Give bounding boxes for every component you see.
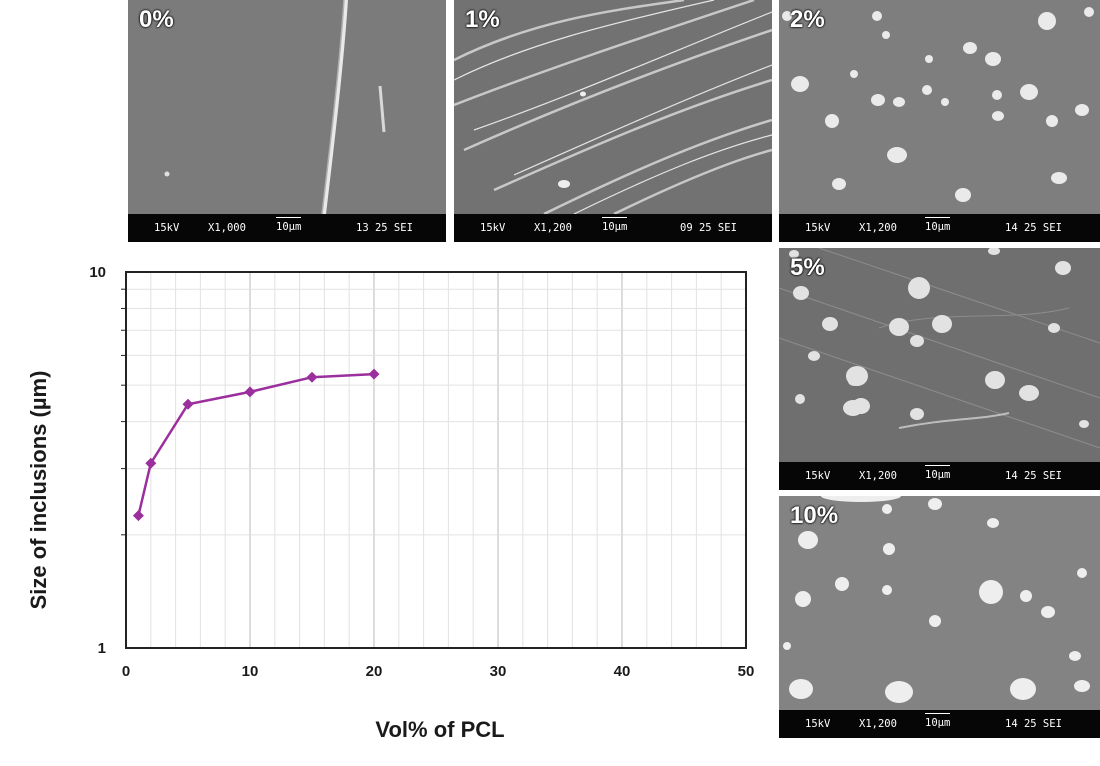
data-point-marker <box>306 371 318 383</box>
gridlines <box>121 272 747 648</box>
y-tick-label: 1 <box>98 640 106 657</box>
image-code-text: 14 25 SEI <box>1005 222 1062 234</box>
sem-image-5-percent: 5% 15kV X1,200 10µm 14 25 SEI <box>779 248 1100 490</box>
micrograph-label: 5% <box>790 254 825 281</box>
x-tick-label: 10 <box>242 663 259 680</box>
x-tick-label: 50 <box>738 663 755 680</box>
micrograph-label: 10% <box>790 502 839 529</box>
series-line <box>137 372 375 516</box>
data-point-marker <box>132 510 144 522</box>
sem-image-10-percent: 10% 15kV X1,200 10µm 14 25 SEI <box>779 496 1100 738</box>
x-tick-label: 30 <box>490 663 507 680</box>
image-code-text: 14 25 SEI <box>1005 718 1062 730</box>
image-code-text: 14 25 SEI <box>1005 470 1062 482</box>
magnification-text: X1,200 <box>534 222 572 234</box>
micrograph-texture <box>128 0 446 214</box>
data-point-marker <box>244 386 256 398</box>
scale-bar: 10µm <box>602 217 628 233</box>
micrograph-label: 0% <box>139 6 174 33</box>
scale-bar: 10µm <box>276 217 302 233</box>
sem-info-bar: 15kV X1,200 10µm 14 25 SEI <box>779 214 1100 242</box>
micrograph-texture <box>779 248 1100 462</box>
micrograph-texture <box>779 496 1100 710</box>
micrograph-texture <box>454 0 772 214</box>
magnification-text: X1,200 <box>859 718 897 730</box>
sem-image-0-percent: 0% 15kV X1,000 10µm 13 25 SEI <box>128 0 446 242</box>
magnification-text: X1,000 <box>208 222 246 234</box>
magnification-text: X1,200 <box>859 470 897 482</box>
micrograph-texture <box>779 0 1100 214</box>
x-tick-label: 0 <box>122 663 130 680</box>
scale-bar: 10µm <box>925 713 951 729</box>
data-point-marker <box>182 398 194 410</box>
tick-labels: 0 10 20 30 40 50 1 10 <box>89 264 754 680</box>
sem-image-2-percent: 2% 15kV X1,200 10µm 14 25 SEI <box>779 0 1100 242</box>
scale-bar: 10µm <box>925 465 951 481</box>
x-axis-title: Vol% of PCL <box>375 717 504 742</box>
sem-info-bar: 15kV X1,200 10µm 14 25 SEI <box>779 710 1100 738</box>
inclusion-size-chart: 0 10 20 30 40 50 1 10 Vol% of PCL Size of inclu… <box>26 264 754 742</box>
sem-info-bar: 15kV X1,200 10µm 14 25 SEI <box>779 462 1100 490</box>
x-tick-label: 40 <box>614 663 631 680</box>
micrograph-label: 1% <box>465 6 500 33</box>
scale-bar: 10µm <box>925 217 951 233</box>
data-point-marker <box>145 457 157 469</box>
plot-area-frame <box>125 271 747 649</box>
data-point-marker <box>368 368 380 380</box>
x-tick-label: 20 <box>366 663 383 680</box>
magnification-text: X1,200 <box>859 222 897 234</box>
sem-info-bar: 15kV X1,200 10µm 09 25 SEI <box>454 214 772 242</box>
voltage-text: 15kV <box>805 718 831 730</box>
micrograph-label: 2% <box>790 6 825 33</box>
y-axis-title: Size of inclusions (µm) <box>26 371 51 610</box>
sem-info-bar: 15kV X1,000 10µm 13 25 SEI <box>128 214 446 242</box>
image-code-text: 09 25 SEI <box>680 222 737 234</box>
voltage-text: 15kV <box>154 222 180 234</box>
image-code-text: 13 25 SEI <box>356 222 413 234</box>
y-tick-label: 10 <box>89 264 106 281</box>
voltage-text: 15kV <box>805 222 831 234</box>
voltage-text: 15kV <box>805 470 831 482</box>
sem-image-1-percent: 1% 15kV X1,200 10µm 09 25 SEI <box>454 0 772 242</box>
voltage-text: 15kV <box>480 222 506 234</box>
